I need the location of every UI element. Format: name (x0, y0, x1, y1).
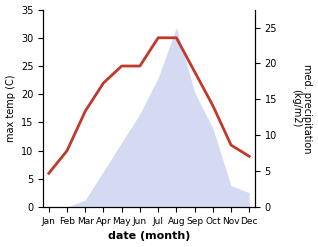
X-axis label: date (month): date (month) (108, 231, 190, 242)
Y-axis label: med. precipitation
(kg/m2): med. precipitation (kg/m2) (291, 64, 313, 153)
Y-axis label: max temp (C): max temp (C) (5, 75, 16, 142)
